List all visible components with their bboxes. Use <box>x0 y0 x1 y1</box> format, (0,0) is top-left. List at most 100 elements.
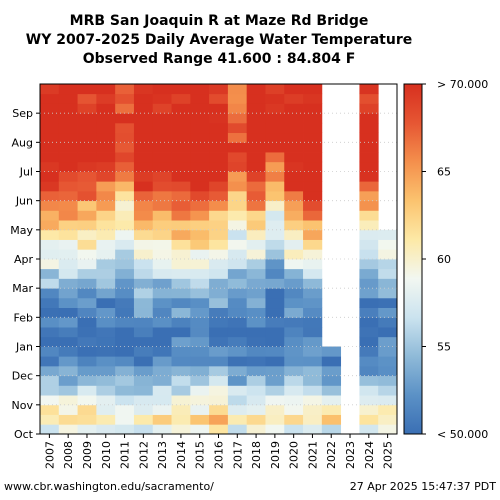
heatmap-cell <box>265 103 285 114</box>
heatmap-cell <box>265 122 285 134</box>
heatmap-cell <box>115 375 135 386</box>
heatmap-cell <box>40 152 60 163</box>
heatmap-cell <box>359 375 379 386</box>
heatmap-cell <box>40 268 60 279</box>
heatmap-cell <box>209 404 229 415</box>
heatmap-cell <box>227 142 248 153</box>
heatmap-cell <box>190 181 210 192</box>
heatmap-cell <box>171 259 191 270</box>
heatmap-cell <box>265 278 285 289</box>
heatmap-cell <box>133 395 154 406</box>
heatmap-cell <box>227 239 248 250</box>
heatmap-cell <box>40 171 60 182</box>
heatmap-cell <box>209 132 229 143</box>
heatmap-cell <box>378 297 398 309</box>
heatmap-cell <box>227 200 248 211</box>
heatmap-cell <box>152 152 172 163</box>
heatmap-cell <box>227 307 248 318</box>
heatmap-cell <box>58 113 78 124</box>
heatmap-cell <box>303 346 323 357</box>
heatmap-cell <box>284 259 304 270</box>
heatmap-cell <box>209 424 229 435</box>
heatmap-cell <box>96 239 116 250</box>
heatmap-cell <box>265 395 285 406</box>
heatmap-cell <box>209 161 229 172</box>
colorbar-tick-label: 55 <box>437 341 451 354</box>
heatmap-cell <box>115 210 135 221</box>
heatmap-cell <box>303 327 323 338</box>
heatmap-cell <box>227 356 248 367</box>
heatmap-cell <box>58 307 78 318</box>
heatmap-cell <box>303 268 323 279</box>
heatmap-cell <box>171 152 191 163</box>
heatmap-cell <box>77 220 97 231</box>
heatmap-cell <box>77 356 97 367</box>
heatmap-cell <box>265 346 285 357</box>
heatmap-cell <box>227 336 248 347</box>
heatmap-cell <box>209 142 229 153</box>
heatmap-cell <box>77 103 97 114</box>
heatmap-cell <box>171 239 191 250</box>
heatmap-cell <box>246 190 266 202</box>
heatmap-cell <box>284 142 304 153</box>
heatmap-cell <box>77 414 97 425</box>
heatmap-cell <box>246 307 266 318</box>
heatmap-cell <box>284 317 304 328</box>
heatmap-cell <box>133 84 154 95</box>
heatmap-cell <box>133 288 154 299</box>
heatmap-cell <box>190 190 210 202</box>
heatmap-cell <box>40 375 60 386</box>
heatmap-cell <box>227 229 248 240</box>
heatmap-cell <box>378 395 398 406</box>
heatmap-cell <box>359 161 379 172</box>
heatmap-cell <box>303 288 323 299</box>
heatmap-cell <box>40 278 60 289</box>
heatmap-cell <box>265 229 285 240</box>
heatmap-cell <box>246 278 266 289</box>
heatmap-cell <box>96 161 116 172</box>
heatmap-cell <box>133 424 154 435</box>
heatmap-cell <box>284 395 304 406</box>
heatmap-cell <box>77 84 97 95</box>
heatmap-cell <box>265 288 285 299</box>
heatmap-cell <box>77 239 97 250</box>
heatmap-cell <box>303 142 323 153</box>
heatmap-cell <box>133 113 154 124</box>
x-tick-label: 2009 <box>81 441 94 469</box>
heatmap-cell <box>209 171 229 182</box>
heatmap-cell <box>96 93 116 104</box>
heatmap-cell <box>265 152 285 163</box>
y-tick-label: May <box>10 224 33 237</box>
heatmap-cell <box>58 356 78 367</box>
heatmap-cell <box>190 365 210 377</box>
heatmap-cell <box>58 365 78 377</box>
heatmap-cell <box>359 220 379 231</box>
heatmap-cell <box>40 161 60 172</box>
heatmap-cell <box>246 297 266 309</box>
heatmap-cell <box>378 317 398 328</box>
heatmap-cell <box>171 404 191 415</box>
heatmap-cell <box>359 395 379 406</box>
heatmap-cell <box>133 414 154 425</box>
heatmap-cell <box>190 249 210 260</box>
heatmap-cell <box>58 424 78 435</box>
heatmap-cell <box>265 375 285 386</box>
heatmap-cell <box>40 317 60 328</box>
heatmap-cell <box>40 122 60 134</box>
heatmap-cell <box>58 395 78 406</box>
heatmap-cell <box>96 414 116 425</box>
heatmap-cell <box>133 132 154 143</box>
heatmap-cell <box>152 93 172 104</box>
heatmap-cell <box>40 229 60 240</box>
heatmap-cell <box>58 229 78 240</box>
heatmap-cell <box>209 220 229 231</box>
heatmap-cell <box>359 229 379 240</box>
heatmap-cell <box>303 171 323 182</box>
x-tick-label: 2012 <box>137 441 150 469</box>
heatmap-cell <box>133 336 154 347</box>
heatmap-cell <box>359 171 379 182</box>
heatmap-cell <box>246 356 266 367</box>
heatmap-cell <box>227 278 248 289</box>
heatmap-cell <box>359 297 379 309</box>
heatmap-cell <box>133 307 154 318</box>
